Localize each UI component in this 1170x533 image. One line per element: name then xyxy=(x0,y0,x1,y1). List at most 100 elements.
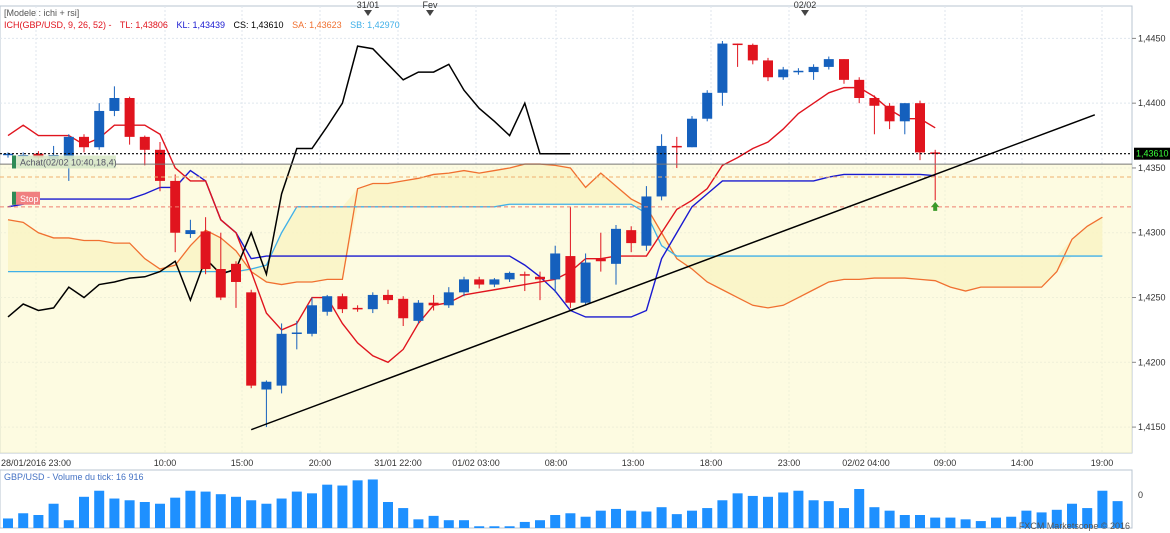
candle-body xyxy=(899,103,910,122)
volume-bar xyxy=(504,526,515,528)
volume-bar xyxy=(1051,509,1062,528)
candle-body xyxy=(139,136,150,150)
volume-bar xyxy=(839,508,849,528)
candles xyxy=(3,40,941,428)
candle-body xyxy=(641,196,652,246)
volume-bar xyxy=(702,508,713,528)
candle-body xyxy=(109,97,120,111)
volume-bar xyxy=(33,515,44,528)
candle-body xyxy=(231,263,241,282)
volume-bar xyxy=(915,515,925,528)
volume-bar xyxy=(185,490,196,528)
top-marker-arrow xyxy=(364,10,372,16)
candle-body xyxy=(63,136,74,159)
senkou-b-line xyxy=(8,203,1103,273)
candle-body xyxy=(413,302,424,321)
volume-bar xyxy=(1067,503,1077,528)
footer-copyright: FXCM Marketscope © 2016 xyxy=(1018,521,1130,531)
volume-bar xyxy=(687,510,697,528)
chikou-line xyxy=(7,45,571,318)
volume-bar xyxy=(1082,508,1093,528)
volume-bar xyxy=(945,517,956,528)
senkou-a-line xyxy=(7,163,1103,309)
candle-body xyxy=(428,302,439,306)
candle-body xyxy=(778,69,789,78)
x-tick-label: 13:00 xyxy=(622,458,645,468)
volume-bar xyxy=(231,496,241,528)
candle-body xyxy=(656,145,667,197)
candle-body xyxy=(261,381,272,390)
volume-bar xyxy=(1036,512,1047,528)
top-marker-arrow xyxy=(801,10,809,16)
y-tick-label: 1,4200 xyxy=(1138,357,1166,367)
volume-bar xyxy=(823,501,834,528)
volume-bar xyxy=(747,495,758,528)
volume-bar xyxy=(79,496,89,528)
candle-body xyxy=(185,230,196,235)
candle-body xyxy=(854,79,865,98)
candle-body xyxy=(595,258,606,262)
top-marker-label: Fev xyxy=(422,0,438,10)
x-tick-label: 18:00 xyxy=(700,458,723,468)
volume-bar xyxy=(109,498,120,528)
volume-bar xyxy=(595,510,606,528)
x-tick-label: 14:00 xyxy=(1011,458,1034,468)
buy-label-box xyxy=(12,155,116,169)
volume-bar xyxy=(656,507,667,528)
volume-bar xyxy=(170,497,181,528)
candle-body xyxy=(808,66,819,73)
volume-bar xyxy=(550,515,561,528)
indicator-legend: ICH(GBP/USD, 9, 26, 52) - TL: 1,43806 KL… xyxy=(4,20,406,30)
volume-bar xyxy=(291,491,302,528)
candle-body xyxy=(155,149,165,181)
legend-kl: KL: 1,43439 xyxy=(176,20,225,30)
candle-body xyxy=(519,274,530,276)
top-marker-label: 31/01 xyxy=(357,0,380,10)
candle-body xyxy=(535,276,545,280)
volume-bar xyxy=(778,492,789,528)
candle-body xyxy=(443,292,454,306)
candle-body xyxy=(215,269,226,298)
volume-bar xyxy=(200,491,211,528)
volume-bar xyxy=(884,510,895,528)
stop-label-marker xyxy=(12,191,16,205)
overlays: 1,43610 Achat(02/02 10:40,18,4) Stop xyxy=(0,114,1170,431)
buy-arrow-icon xyxy=(931,201,940,211)
volume-bar xyxy=(474,526,485,528)
axes: 1,4150 1,4200 1,4250 1,4300 1,4350 1,4400 1,44… xyxy=(1,0,1166,468)
candle-body xyxy=(504,272,515,280)
volume-bar xyxy=(413,519,424,528)
volume-bar xyxy=(63,520,74,528)
candle-body xyxy=(3,153,13,156)
volume-bar xyxy=(899,515,910,528)
legend-sa: SA: 1,43623 xyxy=(292,20,342,30)
candle-body xyxy=(383,294,393,301)
volume-bar xyxy=(276,498,287,528)
volume-bar xyxy=(215,494,226,528)
volume-bar xyxy=(793,490,804,528)
legend-cs: CS: 1,43610 xyxy=(233,20,284,30)
volume-bar xyxy=(155,503,165,528)
candle-body xyxy=(702,92,713,119)
volume-axis-label: 0 xyxy=(1138,490,1143,500)
candle-body xyxy=(459,279,469,293)
candle-body xyxy=(246,292,257,386)
legend-prefix: ICH(GBP/USD, 9, 26, 52) - xyxy=(4,20,112,30)
volume-bar xyxy=(18,513,29,528)
volume-bar xyxy=(322,484,333,528)
candle-body xyxy=(322,296,333,312)
candle-body xyxy=(839,59,849,80)
tenkan-line xyxy=(7,86,936,364)
volume-bar xyxy=(1112,501,1123,528)
volume-bar xyxy=(428,515,439,528)
x-tick-label: 19:00 xyxy=(1091,458,1114,468)
volume-bar xyxy=(580,516,591,528)
x-tick-label: 01/02 03:00 xyxy=(452,458,500,468)
volume-bar xyxy=(398,508,409,528)
candle-body xyxy=(79,136,89,148)
x-tick-label: 10:00 xyxy=(154,458,177,468)
candle-body xyxy=(671,145,682,148)
volume-bar xyxy=(1097,490,1108,528)
ichimoku-cloud xyxy=(0,164,1132,453)
